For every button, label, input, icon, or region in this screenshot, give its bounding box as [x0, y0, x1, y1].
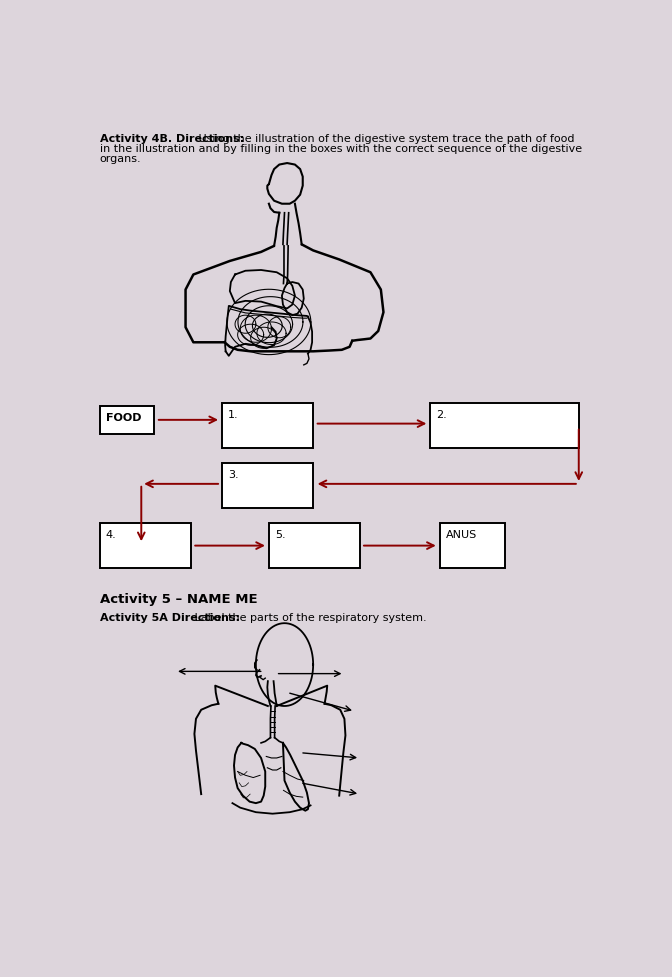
Text: 2.: 2. [437, 409, 448, 419]
Text: 1.: 1. [228, 409, 239, 419]
Text: Activity 5 – NAME ME: Activity 5 – NAME ME [99, 593, 257, 606]
Text: Label the parts of the respiratory system.: Label the parts of the respiratory syste… [191, 613, 427, 622]
FancyBboxPatch shape [222, 463, 313, 508]
Text: FOOD: FOOD [106, 412, 141, 422]
Text: 4.: 4. [106, 530, 117, 539]
Text: Activity 5A Directions:: Activity 5A Directions: [99, 613, 240, 622]
Text: Using the illustration of the digestive system trace the path of food: Using the illustration of the digestive … [195, 134, 575, 144]
Text: Activity 4B. Directions:: Activity 4B. Directions: [99, 134, 244, 144]
FancyBboxPatch shape [269, 524, 360, 569]
FancyBboxPatch shape [99, 406, 155, 435]
Text: organs.: organs. [99, 153, 141, 163]
Text: in the illustration and by filling in the boxes with the correct sequence of the: in the illustration and by filling in th… [99, 144, 582, 153]
FancyBboxPatch shape [439, 524, 505, 569]
Text: 5.: 5. [275, 530, 286, 539]
FancyBboxPatch shape [99, 524, 191, 569]
FancyBboxPatch shape [430, 404, 579, 448]
Text: ANUS: ANUS [446, 530, 477, 539]
Text: 3.: 3. [228, 469, 239, 480]
FancyBboxPatch shape [222, 404, 313, 448]
